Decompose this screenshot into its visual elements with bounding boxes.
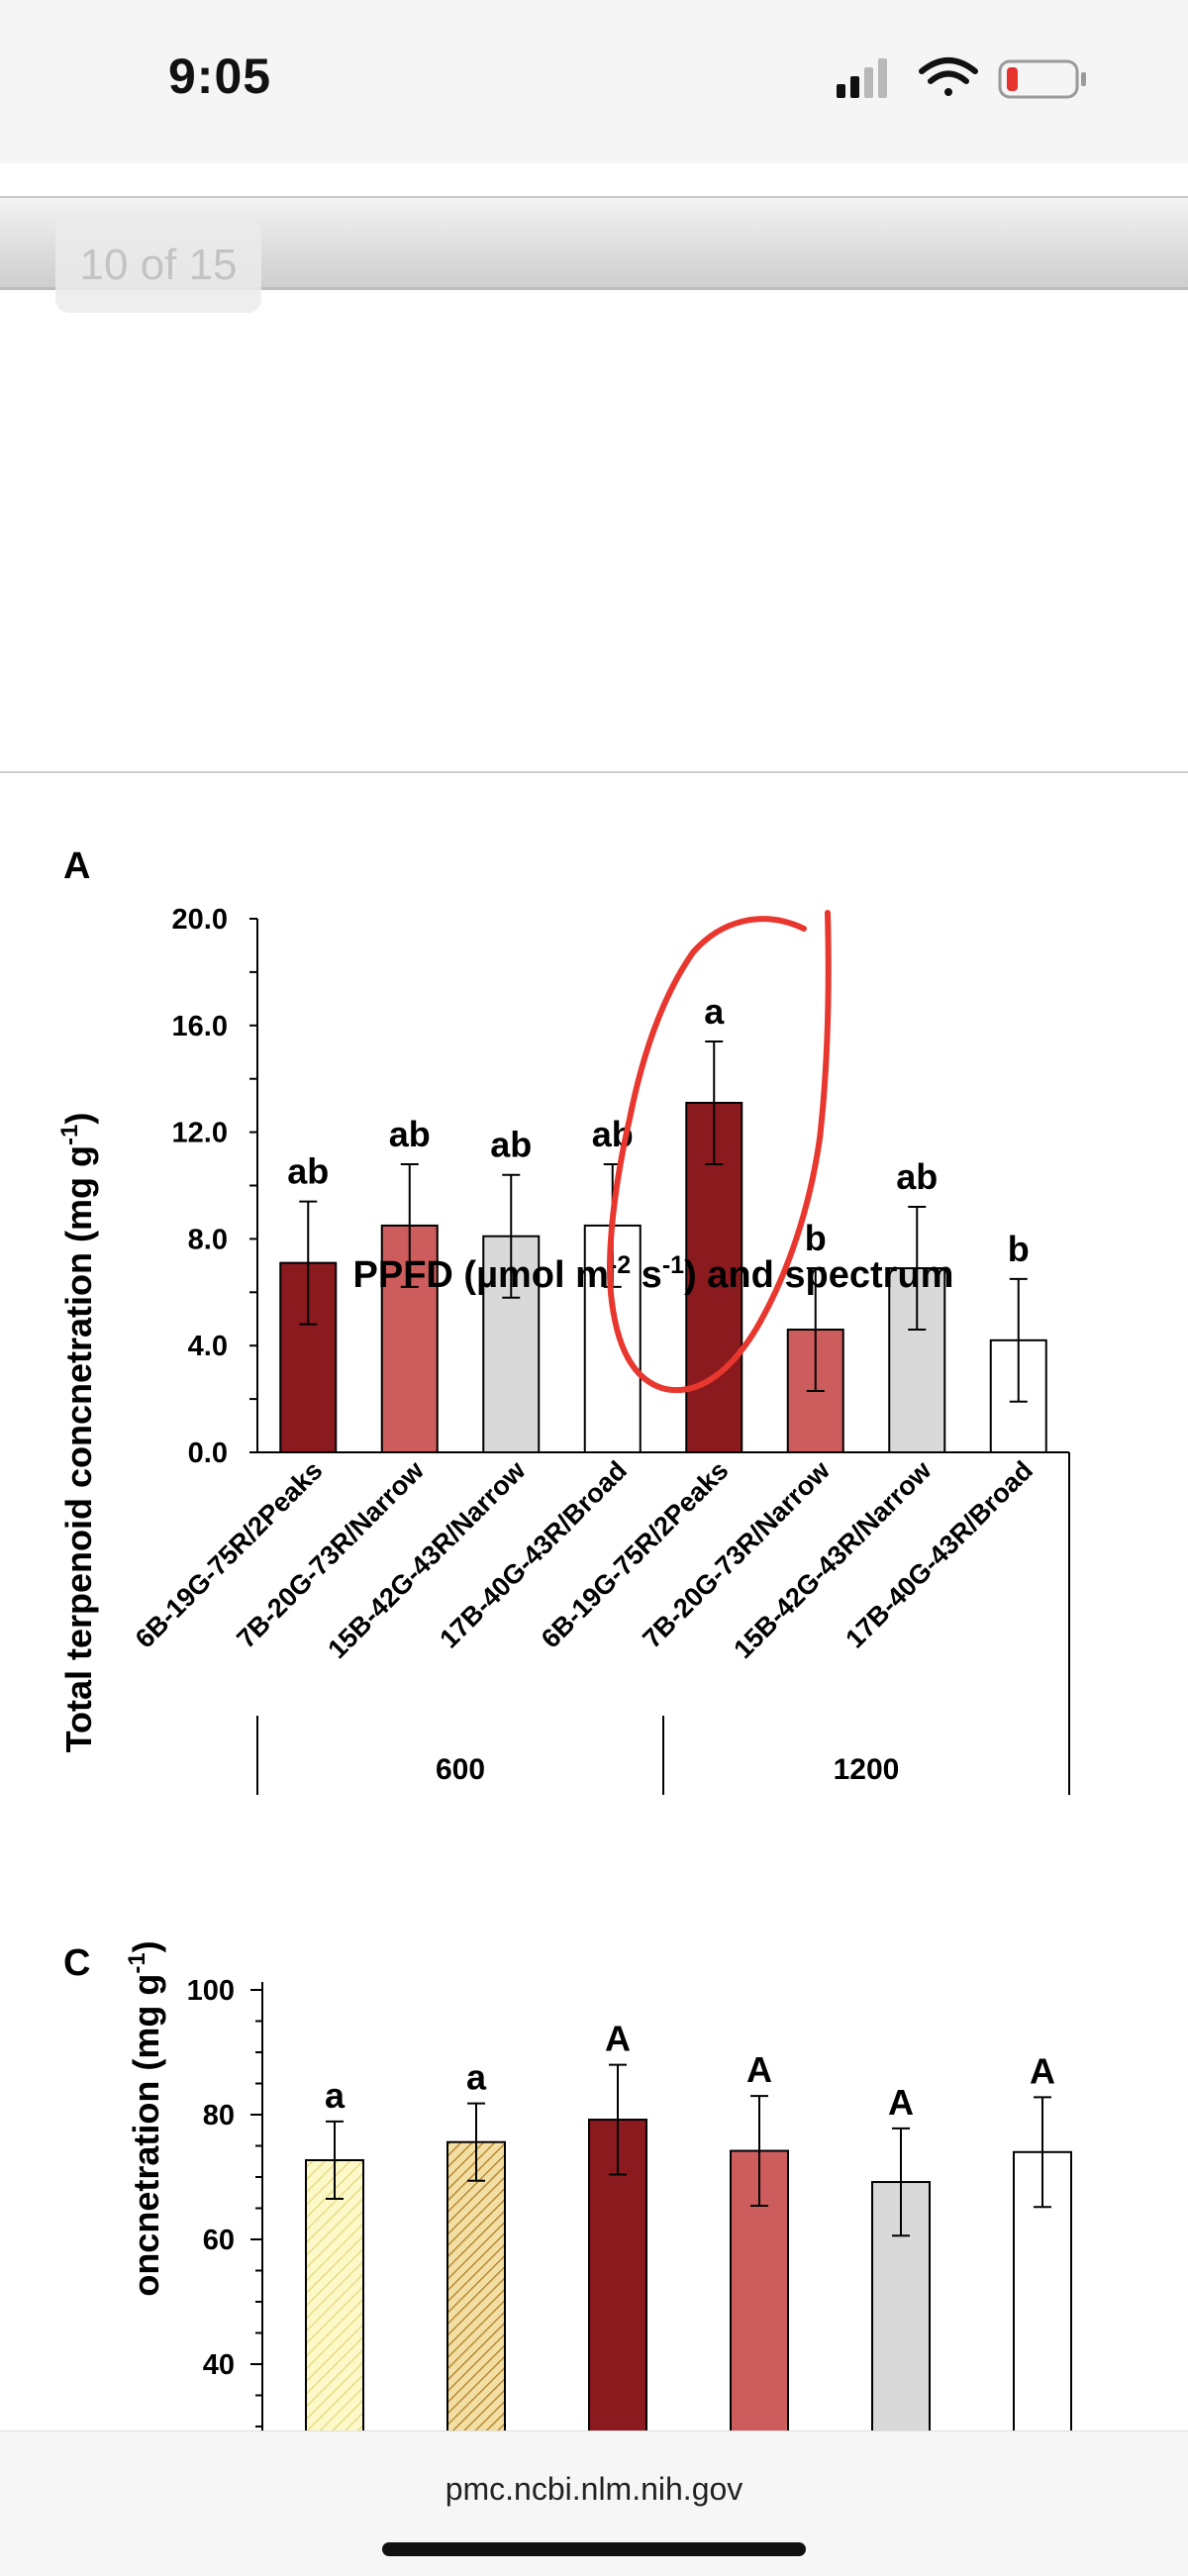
x-axis-label-a-text: PPFD (µmol m — [353, 1254, 609, 1296]
y-axis-label-c-sup: -1 — [124, 1952, 150, 1973]
browser-address-bar[interactable]: pmc.ncbi.nlm.nih.gov — [0, 2430, 1188, 2576]
significance-letter-c: A — [888, 2082, 914, 2123]
chart-a-category-labels: 6B-19G-75R/2Peaks7B-20G-73R/Narrow15B-42… — [130, 1454, 1039, 1664]
y-axis-label-a-text: Total terpenoid concnetration (mg g — [58, 1145, 99, 1752]
error-bar-a — [908, 1206, 927, 1332]
significance-letter-c: A — [746, 2049, 772, 2090]
error-bar-c — [326, 2120, 344, 2201]
y-axis-label-a-end: ) — [58, 1113, 99, 1125]
y-axis-label-c-text: oncnetration (mg g — [126, 1974, 166, 2297]
chart-c-error-bars — [326, 2063, 1051, 2237]
error-bar-c — [892, 2127, 910, 2237]
hand-drawn-annotation-circle — [607, 910, 832, 1394]
chart-a: A Total terpenoid concnetration (mg g-1)… — [56, 845, 1070, 1795]
error-bar-a — [1009, 1277, 1028, 1403]
error-bar-c — [750, 2095, 768, 2207]
y-tick-label-c: 100 — [187, 1975, 235, 2007]
figure-svg: A Total terpenoid concnetration (mg g-1)… — [56, 845, 1072, 2430]
category-label-a: 6B-19G-75R/2Peaks — [536, 1455, 735, 1654]
x-axis-label-a-mid: s — [631, 1254, 662, 1296]
y-tick-label-a: 12.0 — [172, 1118, 228, 1149]
y-axis-label-c-end: ) — [126, 1940, 166, 1952]
y-tick-label-a: 4.0 — [188, 1331, 228, 1362]
chart-c: C oncnetration (mg g-1) 40 60 80 100 a a A A A A — [63, 1940, 1072, 2430]
y-tick-label-c: 60 — [203, 2225, 235, 2256]
y-tick-label-a: 16.0 — [172, 1011, 228, 1042]
y-axis-label-a: Total terpenoid concnetration (mg g-1) — [56, 1113, 99, 1753]
category-label-a: 6B-19G-75R/2Peaks — [130, 1455, 329, 1654]
error-bar-c — [609, 2063, 627, 2176]
y-tick-label-a: 0.0 — [188, 1437, 228, 1469]
significance-letter-c: A — [605, 2019, 631, 2059]
significance-letter-c: a — [466, 2057, 487, 2098]
chart-c-bars — [305, 2119, 1072, 2430]
y-tick-label-a: 20.0 — [172, 904, 228, 936]
chart-a-group-labels: 600 1200 — [256, 1716, 900, 1795]
chart-c-y-ticks: 40 60 80 100 — [187, 1975, 262, 2427]
category-label-a: 15B-42G-43R/Narrow — [728, 1454, 938, 1664]
y-axis-label-a-sup: -1 — [56, 1125, 83, 1145]
significance-letter-a: ab — [490, 1125, 532, 1165]
cellular-signal-icon — [837, 58, 887, 98]
y-tick-label-c: 80 — [203, 2100, 235, 2131]
significance-letter-a: b — [1008, 1229, 1030, 1269]
status-time: 9:05 — [168, 49, 272, 104]
significance-letter-a: ab — [287, 1151, 329, 1192]
group-label-a: 600 — [436, 1753, 485, 1786]
category-label-a: 7B-20G-73R/Narrow — [231, 1454, 430, 1653]
x-axis-label-a-sup1: -2 — [609, 1251, 631, 1279]
x-axis-label-a: PPFD (µmol m-2 s-1) and spectrum — [353, 1251, 954, 1296]
content-divider — [0, 771, 1188, 773]
significance-letter-a: ab — [896, 1156, 938, 1197]
significance-letter-a: a — [704, 991, 725, 1032]
battery-low-icon — [998, 59, 1086, 99]
url-text[interactable]: pmc.ncbi.nlm.nih.gov — [445, 2471, 743, 2507]
error-bar-a — [299, 1200, 318, 1326]
chart-a-axes — [256, 919, 1070, 1795]
significance-letter-a: ab — [389, 1114, 431, 1154]
home-indicator[interactable] — [382, 2542, 806, 2556]
error-bar-c — [467, 2102, 485, 2182]
panel-label-a: A — [63, 845, 90, 887]
x-axis-label-a-end: ) and spectrum — [684, 1254, 953, 1296]
wifi-icon — [919, 57, 978, 96]
error-bar-a — [400, 1162, 419, 1288]
page-indicator[interactable]: 10 of 15 — [55, 218, 261, 313]
chart-a-y-ticks: 0.0 4.0 8.0 12.0 16.0 20.0 — [172, 904, 257, 1469]
bar-c — [305, 2158, 364, 2430]
group-label-a: 1200 — [834, 1753, 900, 1786]
figure-area: A Total terpenoid concnetration (mg g-1)… — [0, 822, 1188, 2430]
significance-letter-a: b — [805, 1218, 827, 1258]
significance-letter-c: A — [1030, 2050, 1055, 2091]
significance-letter-c: a — [325, 2075, 346, 2116]
error-bar-a — [502, 1173, 521, 1299]
error-bar-a — [806, 1267, 825, 1393]
y-tick-label-c: 40 — [203, 2349, 235, 2381]
x-axis-label-a-sup2: -1 — [662, 1251, 684, 1279]
chart-c-letters: a a A A A A — [325, 2019, 1055, 2123]
status-bar: 9:05 — [0, 0, 1188, 163]
error-bar-c — [1034, 2096, 1051, 2209]
panel-label-c: C — [63, 1942, 90, 1984]
category-label-a: 7B-20G-73R/Narrow — [637, 1454, 836, 1653]
bar-c — [446, 2140, 506, 2430]
category-label-a: 15B-42G-43R/Narrow — [322, 1454, 532, 1664]
y-tick-label-a: 8.0 — [188, 1224, 228, 1255]
y-axis-label-c: oncnetration (mg g-1) — [124, 1940, 166, 2296]
category-label-a: 17B-40G-43R/Broad — [434, 1455, 633, 1654]
error-bar-a — [705, 1040, 724, 1165]
status-icons — [837, 57, 1086, 99]
category-label-a: 17B-40G-43R/Broad — [840, 1455, 1039, 1654]
